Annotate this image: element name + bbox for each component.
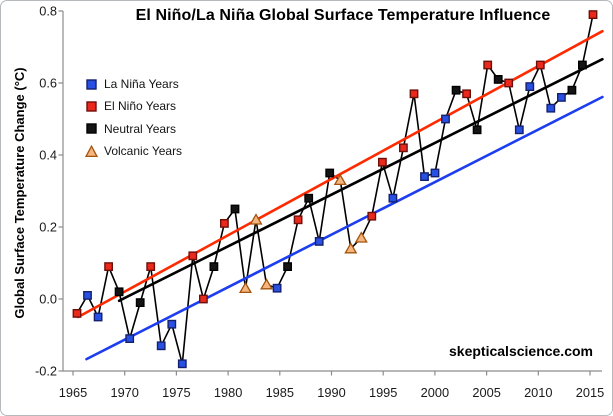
- trend-line-neutral: [117, 57, 604, 303]
- data-point-2007-elnino: [504, 78, 514, 88]
- elnino-square-icon: [85, 100, 98, 113]
- data-point-2004-neutral: [472, 125, 482, 135]
- x-tick-label: 2015: [576, 385, 604, 400]
- legend-swatch: [86, 78, 97, 90]
- data-point-2005-elnino: [483, 60, 493, 70]
- data-point-1998-elnino: [409, 89, 419, 99]
- x-tick-label: 2010: [524, 385, 552, 400]
- series-connector-line: [76, 13, 594, 365]
- data-point-1968-lanina: [93, 312, 103, 322]
- legend-swatch: [86, 123, 97, 134]
- legend-swatch: [86, 101, 97, 112]
- data-point-1994-elnino: [367, 211, 377, 221]
- data-point-1977-elnino: [188, 251, 198, 261]
- neutral-square-icon: [85, 122, 98, 135]
- data-point-2008-lanina: [514, 125, 524, 135]
- y-tick-label: 0.2: [39, 219, 57, 234]
- data-point-2015-elnino: [588, 10, 598, 19]
- data-point-1982-volcanic: [238, 281, 253, 294]
- y-tick-label: 0.8: [39, 3, 57, 18]
- data-point-1989-lanina: [314, 236, 324, 246]
- volcanic-triangle-icon: [84, 144, 99, 158]
- legend-swatch: [84, 144, 99, 157]
- data-point-1999-lanina: [420, 172, 429, 181]
- chart-legend: La Niña Years El Niño Years Neutral Year…: [84, 73, 183, 162]
- x-tick-label: 1970: [110, 385, 138, 400]
- data-point-1991-volcanic: [333, 173, 347, 186]
- data-point-1974-lanina: [156, 341, 166, 351]
- data-point-1983-volcanic: [249, 213, 263, 225]
- data-point-1987-elnino: [293, 215, 303, 225]
- data-point-1969-elnino: [104, 262, 114, 271]
- data-point-2002-neutral: [451, 85, 461, 95]
- legend-item-neutral: Neutral Years: [85, 118, 182, 140]
- data-point-1984-volcanic: [260, 278, 274, 290]
- y-tick-label: 0.0: [39, 291, 57, 306]
- data-point-2009-lanina: [525, 82, 535, 92]
- data-point-1985-lanina: [272, 283, 282, 293]
- lanina-square-icon: [85, 78, 98, 91]
- x-tick-label: 1985: [266, 385, 294, 400]
- x-tick-label: 2005: [472, 385, 500, 400]
- y-tick-label: 0.6: [39, 75, 57, 90]
- x-tick-label: 1990: [317, 385, 345, 400]
- data-point-1966-elnino: [72, 309, 82, 318]
- data-point-1980-elnino: [219, 218, 229, 228]
- data-point-1992-volcanic: [344, 242, 358, 254]
- x-tick-label: 1980: [214, 385, 242, 400]
- x-tick-label: 2000: [421, 385, 449, 400]
- data-point-1971-lanina: [125, 334, 135, 343]
- data-point-1972-neutral: [135, 298, 145, 307]
- legend-label: Volcanic Years: [104, 144, 183, 159]
- data-point-1978-elnino: [198, 294, 208, 304]
- data-point-2000-lanina: [430, 168, 440, 178]
- data-point-2013-neutral: [567, 85, 577, 95]
- legend-label: Neutral Years: [104, 121, 177, 136]
- data-point-2011-lanina: [546, 103, 556, 113]
- data-point-1967-lanina: [83, 291, 92, 300]
- chart-title: El Niño/La Niña Global Surface Temperatu…: [135, 7, 551, 24]
- data-point-1979-neutral: [209, 262, 219, 271]
- data-point-1970-neutral: [114, 287, 124, 297]
- data-point-1996-lanina: [388, 193, 398, 203]
- legend-label: El Niño Years: [104, 99, 177, 114]
- legend-item-volcanic: Volcanic Years: [84, 140, 183, 162]
- x-tick-label: 1995: [369, 385, 397, 400]
- axis-lines: [62, 11, 602, 372]
- data-point-1986-neutral: [283, 262, 292, 271]
- data-point-1995-elnino: [378, 157, 387, 167]
- legend-label: La Niña Years: [104, 77, 179, 92]
- data-point-2003-elnino: [462, 89, 471, 99]
- data-point-1973-elnino: [146, 262, 156, 271]
- y-axis-label: Global Surface Temperature Change (°C): [12, 67, 27, 319]
- watermark-text: skepticalscience.com: [449, 343, 593, 359]
- legend-item-lanina: La Niña Years: [85, 73, 182, 95]
- data-point-1993-volcanic: [354, 231, 368, 243]
- x-tick-label: 1975: [162, 385, 190, 400]
- data-point-1990-neutral: [325, 168, 335, 178]
- data-point-1975-lanina: [167, 319, 177, 329]
- data-point-1988-neutral: [304, 193, 314, 203]
- data-point-2006-neutral: [493, 74, 503, 84]
- data-point-2012-lanina: [557, 92, 566, 102]
- x-tick-label: 1965: [59, 385, 87, 400]
- data-point-2014-neutral: [578, 60, 587, 70]
- data-point-2010-elnino: [535, 60, 545, 70]
- y-tick-label: -0.2: [35, 363, 57, 378]
- trend-line-lanina: [85, 95, 604, 361]
- data-point-2001-lanina: [441, 114, 450, 124]
- data-point-1997-elnino: [399, 143, 408, 153]
- y-tick-label: 0.4: [39, 147, 57, 162]
- data-point-1981-neutral: [230, 204, 240, 214]
- data-point-1976-lanina: [177, 359, 187, 369]
- legend-item-elnino: El Niño Years: [85, 95, 182, 117]
